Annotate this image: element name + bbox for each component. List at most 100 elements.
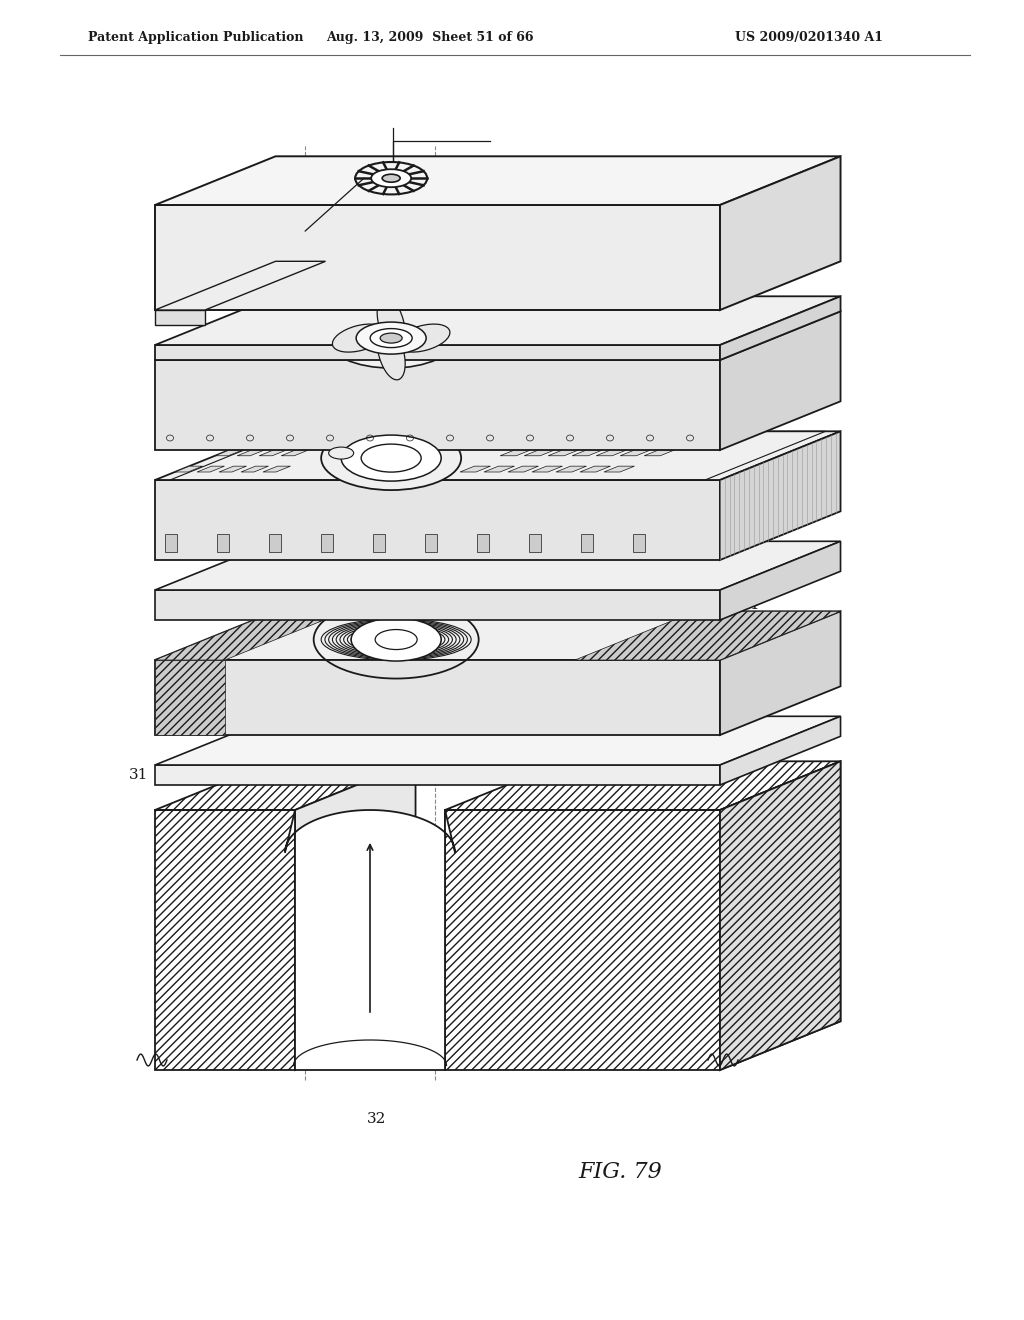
Polygon shape [720,762,841,1071]
Ellipse shape [382,174,400,182]
Ellipse shape [329,447,353,459]
Polygon shape [604,466,635,473]
Polygon shape [596,450,627,455]
Text: 32: 32 [368,1111,387,1126]
Polygon shape [155,205,720,310]
Polygon shape [621,450,650,455]
Bar [217,535,229,552]
Ellipse shape [375,630,417,649]
Polygon shape [285,810,455,1071]
Polygon shape [524,450,555,455]
Polygon shape [500,450,530,455]
Text: FIG. 79: FIG. 79 [579,1162,662,1183]
Polygon shape [720,312,841,450]
Text: 15: 15 [740,343,760,356]
Text: 2: 2 [760,223,770,238]
Text: 23: 23 [740,693,760,708]
Text: 24: 24 [740,598,760,612]
Ellipse shape [377,326,406,380]
Ellipse shape [333,325,386,352]
Text: Aug. 13, 2009  Sheet 51 of 66: Aug. 13, 2009 Sheet 51 of 66 [327,30,534,44]
Polygon shape [155,432,841,480]
Polygon shape [720,762,841,1071]
Polygon shape [155,480,720,560]
Polygon shape [720,156,841,310]
Ellipse shape [396,325,450,352]
Bar [165,535,177,552]
Polygon shape [219,466,247,473]
Ellipse shape [380,333,402,343]
Text: 22: 22 [740,768,760,781]
Polygon shape [155,762,416,810]
Polygon shape [155,660,225,735]
Polygon shape [644,450,675,455]
Polygon shape [241,466,268,473]
Text: 14: 14 [740,408,760,422]
Polygon shape [720,432,841,560]
Polygon shape [460,466,490,473]
Polygon shape [263,466,291,473]
Polygon shape [155,660,720,735]
Polygon shape [155,766,720,785]
Bar [321,535,333,552]
Polygon shape [155,296,841,345]
Polygon shape [197,466,224,473]
Polygon shape [215,450,243,455]
Polygon shape [445,810,720,1071]
Ellipse shape [322,426,461,490]
Polygon shape [155,310,205,325]
Ellipse shape [377,296,406,350]
Polygon shape [155,611,345,660]
Polygon shape [155,611,841,660]
Polygon shape [155,541,841,590]
Polygon shape [484,466,514,473]
Bar [477,535,489,552]
Ellipse shape [327,308,456,368]
Bar [425,535,437,552]
Text: 10: 10 [740,513,760,527]
Text: 10: 10 [193,433,212,447]
Polygon shape [720,296,841,360]
Polygon shape [155,717,841,766]
Polygon shape [155,345,720,360]
Polygon shape [445,762,841,810]
Polygon shape [282,450,308,455]
Ellipse shape [341,436,441,480]
Bar [633,535,645,552]
Bar [581,535,593,552]
Text: 21: 21 [740,933,760,946]
Polygon shape [720,541,841,620]
Polygon shape [548,450,579,455]
Polygon shape [155,810,295,1071]
Polygon shape [155,360,720,450]
Text: 10: 10 [490,492,510,507]
Polygon shape [155,590,720,620]
Text: 31: 31 [129,768,148,781]
Ellipse shape [351,618,441,661]
Polygon shape [175,466,203,473]
Polygon shape [238,450,264,455]
Polygon shape [572,450,603,455]
Polygon shape [720,717,841,785]
Ellipse shape [370,329,413,347]
Ellipse shape [361,444,421,473]
Bar [269,535,281,552]
Ellipse shape [371,169,412,187]
Polygon shape [155,312,841,360]
Polygon shape [155,156,841,205]
Text: 4: 4 [286,226,295,240]
Polygon shape [556,466,587,473]
Polygon shape [155,261,326,310]
Polygon shape [295,762,416,1071]
Bar [529,535,541,552]
Ellipse shape [356,322,426,354]
Bar [373,535,385,552]
Text: Patent Application Publication: Patent Application Publication [88,30,303,44]
Polygon shape [720,611,841,735]
Text: US 2009/0201340 A1: US 2009/0201340 A1 [735,30,883,44]
Polygon shape [580,466,610,473]
Polygon shape [532,466,562,473]
Polygon shape [575,611,841,660]
Polygon shape [508,466,539,473]
Text: 5: 5 [490,195,500,209]
